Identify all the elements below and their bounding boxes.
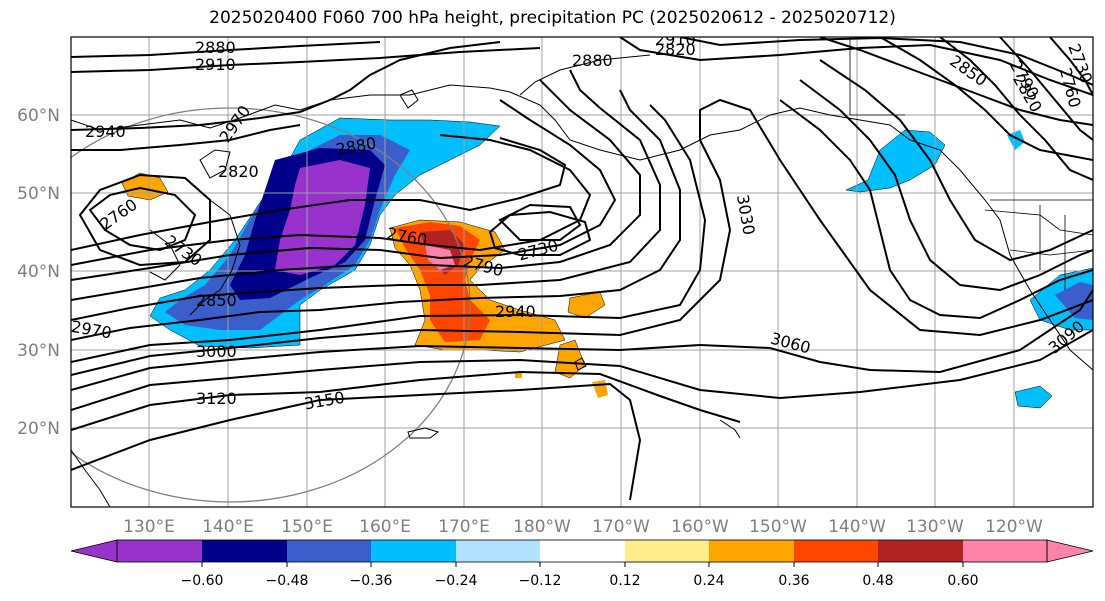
contour-label: 2850 xyxy=(196,291,237,310)
contour-2730-low-west xyxy=(88,186,197,252)
contour-label: 2910 xyxy=(655,30,696,49)
colorbar-segment xyxy=(540,540,625,562)
colorbar-segment xyxy=(456,540,540,562)
contour-2940 xyxy=(71,69,661,321)
contour-east-trough-2 xyxy=(799,79,1093,292)
lat-label: 30°N xyxy=(17,341,60,361)
contour-2970 xyxy=(71,89,681,341)
contour-labels: 2880 2910 2940 2970 2820 2760 2730 2850 … xyxy=(71,30,1093,413)
precip-pos-tiny xyxy=(515,372,522,378)
contour-label: 2880 xyxy=(195,38,236,57)
lon-label: 120°W xyxy=(985,517,1043,537)
lon-label: 150°W xyxy=(749,517,807,537)
contour-2940-top xyxy=(71,41,501,131)
lon-label: 160°E xyxy=(359,517,411,537)
lon-label: 150°E xyxy=(281,517,333,537)
contour-label: 2940 xyxy=(85,122,126,141)
colorbar-segment xyxy=(709,540,794,562)
contour-2760-low-west xyxy=(78,173,211,267)
height-contours xyxy=(71,37,1093,501)
contour-label: 2880 xyxy=(572,51,613,70)
contour-label: 2940 xyxy=(495,302,536,321)
colorbar-tick-label: −0.12 xyxy=(519,573,562,589)
map-title: 2025020400 F060 700 hPa height, precipit… xyxy=(209,8,896,28)
lon-label: 130°W xyxy=(906,517,964,537)
contour-2790-low xyxy=(488,210,592,256)
contour-3090 xyxy=(71,329,1093,411)
contour-2880-top xyxy=(71,41,381,58)
contour-2850 xyxy=(71,134,592,266)
contour-east-7 xyxy=(1049,37,1093,96)
contour-2820 xyxy=(71,137,567,251)
colorbar-segment xyxy=(625,540,709,562)
colorbar-tick-label: −0.24 xyxy=(435,573,478,589)
contour-east-6 xyxy=(999,37,1093,141)
contour-2910 xyxy=(71,79,641,301)
latitude-labels: 60°N 50°N 40°N 30°N 20°N xyxy=(17,106,60,439)
contour-east-2 xyxy=(679,37,1093,86)
lat-label: 40°N xyxy=(17,262,60,282)
colorbar-tick-label: 0.24 xyxy=(693,573,724,589)
longitude-labels: 130°E 140°E 150°E 160°E 170°E 180°W 170°… xyxy=(123,517,1043,537)
contour-3060 xyxy=(71,289,1093,391)
range-ring xyxy=(71,107,471,503)
precip-neg-purple xyxy=(275,160,370,275)
colorbar-tick-label: 0.48 xyxy=(862,573,893,589)
contour-2760-low xyxy=(498,203,582,241)
colorbar-tick-label: −0.36 xyxy=(350,573,393,589)
colorbar-segment xyxy=(287,540,371,562)
map-border xyxy=(70,36,1094,508)
lon-label: 140°E xyxy=(202,517,254,537)
lon-label: 160°W xyxy=(671,517,729,537)
contour-label: 2820 xyxy=(655,40,696,59)
colorbar-tick-label: −0.60 xyxy=(181,573,224,589)
contour-east-4 xyxy=(879,37,1093,161)
coastlines xyxy=(71,54,1093,507)
lon-label: 130°E xyxy=(123,517,175,537)
colorbar-tick-label: 0.36 xyxy=(778,573,809,589)
colorbar-tick-label: 0.60 xyxy=(947,573,978,589)
lon-label: 140°W xyxy=(828,517,886,537)
precip-neg-hawaii-east xyxy=(1014,385,1053,409)
contour-2970-top xyxy=(71,124,301,151)
contour-label: 3120 xyxy=(196,389,237,408)
contour-east-trough-1 xyxy=(779,99,1093,320)
colorbar-segment xyxy=(963,540,1047,562)
contour-3030 xyxy=(71,98,1093,376)
colorbar-segment xyxy=(878,540,963,562)
colorbar-segment xyxy=(202,540,287,562)
contour-label: 2910 xyxy=(195,55,236,74)
colorbar-outline xyxy=(116,539,1048,563)
contour-3000 xyxy=(71,104,707,363)
colorbar-extend-min xyxy=(70,539,118,563)
lon-label: 170°W xyxy=(592,517,650,537)
colorbar-extend-max xyxy=(1046,539,1094,563)
contour-east-3 xyxy=(819,37,1093,126)
colorbar: −0.60 −0.48 −0.36 −0.24 −0.12 0.12 0.24 … xyxy=(70,539,1094,589)
political-borders xyxy=(849,37,1093,290)
colorbar-tick-label: 0.12 xyxy=(609,573,640,589)
colorbar-segment xyxy=(794,540,878,562)
lon-label: 170°E xyxy=(438,517,490,537)
contour-east-5 xyxy=(939,37,1093,181)
precip-neg-west-coast-inner xyxy=(1055,282,1093,320)
contour-2910-top xyxy=(71,47,541,73)
contour-label: 3000 xyxy=(196,342,237,361)
lat-label: 50°N xyxy=(17,184,60,204)
contour-2880 xyxy=(71,99,617,281)
contour-3120 xyxy=(71,370,741,431)
colorbar-segment xyxy=(117,540,202,562)
contour-3150 xyxy=(71,382,642,501)
lat-label: 20°N xyxy=(17,419,60,439)
contour-label: 2820 xyxy=(218,162,259,181)
colorbar-tick-marks xyxy=(201,562,964,567)
precip-pos-red xyxy=(395,222,490,342)
contour-east-trough-3 xyxy=(819,59,1093,262)
lat-label: 60°N xyxy=(17,106,60,126)
lon-label: 180°W xyxy=(513,517,571,537)
colorbar-tick-label: −0.48 xyxy=(266,573,309,589)
colorbar-segment xyxy=(371,540,456,562)
